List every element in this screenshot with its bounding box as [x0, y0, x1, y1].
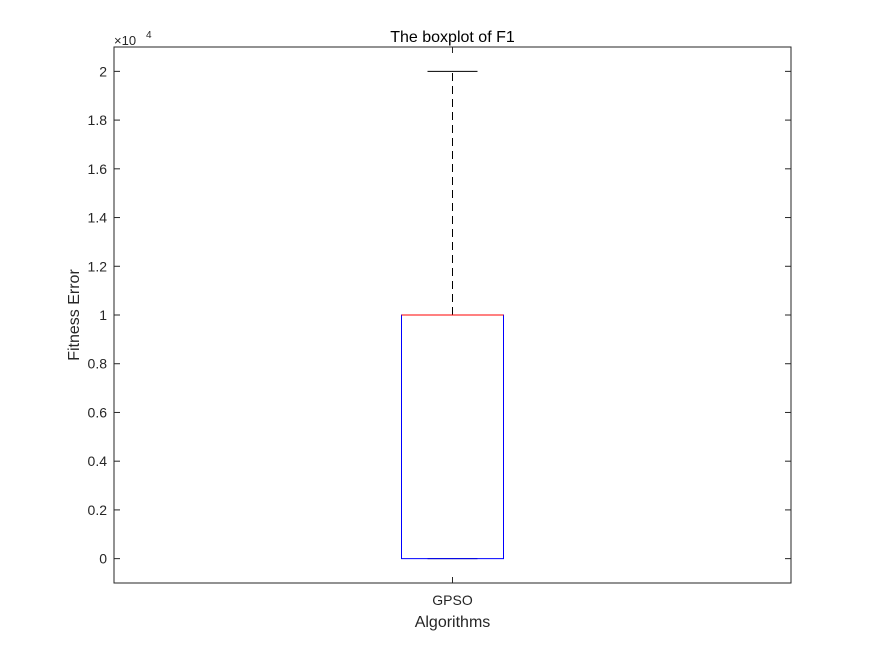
y-tick-label: 0.2 — [88, 502, 108, 518]
y-axis-ticks: 0 0.2 0.4 0.6 0.8 1 1.2 1.4 1.6 1.8 2 — [88, 63, 791, 567]
x-tick-label: GPSO — [432, 592, 473, 608]
y-tick-label: 0.6 — [88, 404, 108, 420]
y-tick-label: 0.4 — [88, 453, 108, 469]
y-exponent-base: ×10 — [114, 33, 136, 48]
y-tick-label: 1.4 — [88, 210, 108, 226]
y-tick-label: 0.8 — [88, 356, 108, 372]
chart-title: The boxplot of F1 — [390, 29, 515, 46]
y-tick-label: 0 — [99, 551, 107, 567]
y-tick-label: 2 — [99, 63, 107, 79]
y-exponent-power: 4 — [146, 30, 152, 41]
y-tick-label: 1 — [99, 307, 107, 323]
x-axis-ticks: GPSO — [432, 47, 473, 608]
y-tick-label: 1.8 — [88, 112, 108, 128]
boxes-layer — [401, 70, 504, 560]
x-axis-title: Algorithms — [415, 614, 491, 631]
y-tick-label: 1.2 — [88, 258, 108, 274]
y-tick-label: 1.6 — [88, 161, 108, 177]
y-axis-title: Fitness Error — [66, 269, 83, 361]
